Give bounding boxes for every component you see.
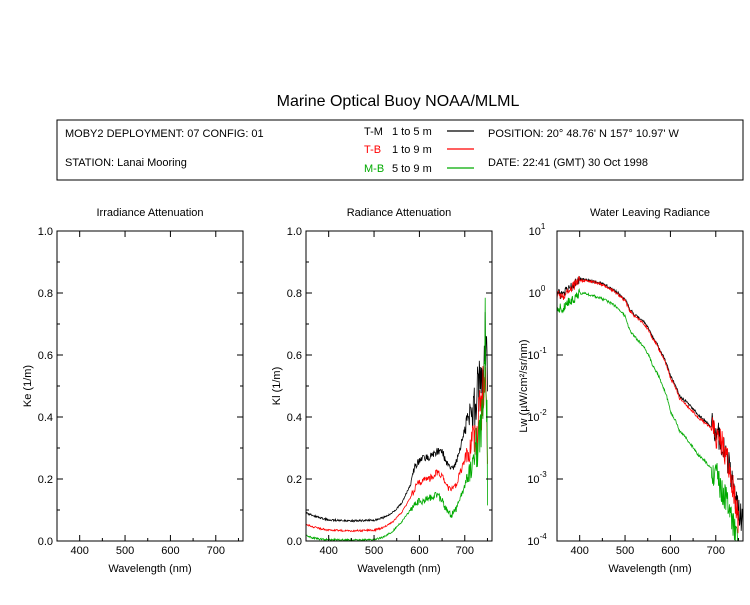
- panel-title-ke: Irradiance Attenuation: [96, 207, 203, 219]
- x-tick-label-ke: 600: [161, 545, 179, 557]
- y-tick-label-ke: 0.0: [38, 536, 53, 548]
- y-tick-label-kl: 0.8: [287, 288, 302, 300]
- x-axis-label-kl: Wavelength (nm): [357, 563, 440, 575]
- x-axis-label-lw: Wavelength (nm): [608, 563, 691, 575]
- radiance-attenuation-panel: Radiance Attenuation 400 500 600 700 0.0 0.2 0.…: [271, 207, 493, 575]
- series-line-lw-2: [557, 288, 739, 541]
- x-tick-label-kl: 600: [410, 545, 428, 557]
- x-tick-label-lw: 600: [661, 545, 679, 557]
- position-text: POSITION: 20° 48.76' N 157° 10.97' W: [488, 128, 680, 140]
- series-line-kl-2: [306, 297, 488, 541]
- x-tick-label-ke: 700: [207, 545, 225, 557]
- legend-range-tb: 1 to 9 m: [392, 144, 432, 156]
- y-axis-label-kl: Kl (1/m): [271, 367, 283, 406]
- series-line-kl-0: [306, 312, 488, 523]
- legend-label-mb: M-B: [364, 163, 384, 175]
- y-tick-label-kl: 1.0: [287, 226, 302, 238]
- y-tick-label-lw: 100: [529, 284, 546, 300]
- legend-label-tm: T-M: [364, 126, 383, 138]
- x-tick-label-kl: 700: [456, 545, 474, 557]
- irradiance-attenuation-panel: Irradiance Attenuation 400 500 600 700 0.0 0.2…: [22, 207, 244, 575]
- info-box: MOBY2 DEPLOYMENT: 07 CONFIG: 01 STATION:…: [56, 119, 744, 181]
- y-tick-label-kl: 0.4: [287, 412, 302, 424]
- series-line-kl-1: [306, 366, 488, 533]
- x-tick-label-kl: 400: [320, 545, 338, 557]
- y-tick-label-kl: 0.0: [287, 536, 302, 548]
- series-line-lw-1: [557, 275, 739, 534]
- x-tick-label-ke: 400: [71, 545, 89, 557]
- x-tick-label-lw: 500: [616, 545, 634, 557]
- y-tick-label-ke: 0.4: [38, 412, 53, 424]
- legend-range-tm: 1 to 5 m: [392, 126, 432, 138]
- series-line-lw-0: [557, 276, 743, 531]
- y-tick-label-lw: 10-2: [527, 408, 547, 424]
- y-tick-label-lw: 10-4: [527, 532, 547, 548]
- date-text: DATE: 22:41 (GMT) 30 Oct 1998: [488, 157, 648, 169]
- station-text: STATION: Lanai Mooring: [65, 157, 187, 169]
- legend-range-mb: 5 to 9 m: [392, 163, 432, 175]
- legend-label-tb: T-B: [364, 144, 381, 156]
- plot-frame-kl: [305, 230, 493, 542]
- x-tick-label-kl: 500: [365, 545, 383, 557]
- y-tick-label-lw: 10-3: [527, 470, 547, 486]
- y-tick-label-lw: 101: [529, 222, 546, 238]
- plot-frame-ke: [56, 230, 244, 542]
- y-tick-label-kl: 0.6: [287, 350, 302, 362]
- x-tick-label-lw: 700: [707, 545, 725, 557]
- info-box-border: [56, 119, 744, 181]
- x-tick-label-ke: 500: [116, 545, 134, 557]
- y-tick-label-lw: 10-1: [527, 346, 547, 362]
- plot-frame-lw: [556, 230, 744, 542]
- figure-title: Marine Optical Buoy NOAA/MLML: [277, 93, 520, 110]
- y-tick-label-ke: 0.8: [38, 288, 53, 300]
- panel-title-kl: Radiance Attenuation: [347, 207, 452, 219]
- y-tick-label-kl: 0.2: [287, 474, 302, 486]
- y-tick-label-ke: 1.0: [38, 226, 53, 238]
- y-axis-label-ke: Ke (1/m): [22, 365, 34, 407]
- y-tick-label-ke: 0.6: [38, 350, 53, 362]
- panel-title-lw: Water Leaving Radiance: [590, 207, 710, 219]
- y-axis-label-lw: Lw (µW/cm²/sr/nm): [518, 339, 530, 432]
- x-axis-label-ke: Wavelength (nm): [108, 563, 191, 575]
- x-tick-label-lw: 400: [571, 545, 589, 557]
- y-tick-label-ke: 0.2: [38, 474, 53, 486]
- water-leaving-radiance-panel: Water Leaving Radiance 400 500 600 700 10-4 10…: [518, 207, 744, 575]
- deployment-text: MOBY2 DEPLOYMENT: 07 CONFIG: 01: [65, 128, 264, 140]
